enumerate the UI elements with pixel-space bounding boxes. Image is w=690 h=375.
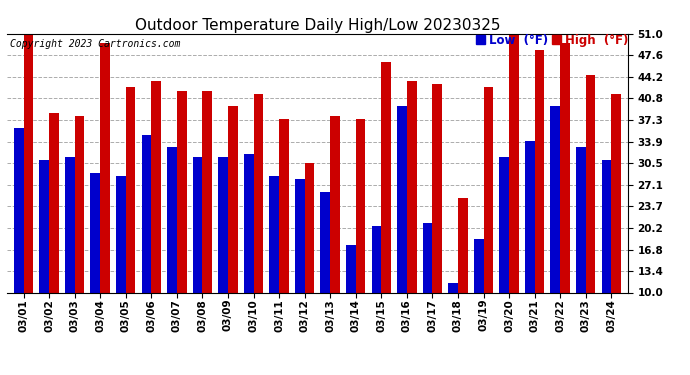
Bar	[116, 176, 126, 292]
Bar	[23, 34, 33, 292]
Bar	[167, 147, 177, 292]
Bar	[151, 81, 161, 292]
Bar	[14, 128, 23, 292]
Bar	[228, 106, 237, 292]
Bar	[177, 90, 186, 292]
Bar	[586, 75, 595, 292]
Bar	[202, 90, 212, 292]
Bar	[193, 157, 202, 292]
Bar	[448, 283, 458, 292]
Bar	[611, 94, 621, 292]
Bar	[458, 198, 468, 292]
Bar	[320, 192, 331, 292]
Bar	[279, 119, 289, 292]
Bar	[484, 87, 493, 292]
Bar	[295, 179, 304, 292]
Bar	[560, 43, 570, 292]
Bar	[433, 84, 442, 292]
Bar	[397, 106, 407, 292]
Bar	[535, 50, 544, 292]
Title: Outdoor Temperature Daily High/Low 20230325: Outdoor Temperature Daily High/Low 20230…	[135, 18, 500, 33]
Bar	[141, 135, 151, 292]
Bar	[500, 157, 509, 292]
Bar	[474, 239, 484, 292]
Bar	[509, 31, 519, 292]
Bar	[407, 81, 417, 292]
Bar	[49, 112, 59, 292]
Bar	[551, 106, 560, 292]
Bar	[346, 245, 356, 292]
Bar	[39, 160, 49, 292]
Text: Copyright 2023 Cartronics.com: Copyright 2023 Cartronics.com	[10, 39, 180, 49]
Bar	[100, 43, 110, 292]
Bar	[218, 157, 228, 292]
Bar	[269, 176, 279, 292]
Bar	[244, 154, 253, 292]
Bar	[576, 147, 586, 292]
Bar	[90, 172, 100, 292]
Bar	[126, 87, 135, 292]
Bar	[304, 163, 315, 292]
Bar	[75, 116, 84, 292]
Bar	[382, 62, 391, 292]
Bar	[253, 94, 263, 292]
Bar	[356, 119, 366, 292]
Bar	[372, 226, 382, 292]
Bar	[602, 160, 611, 292]
Bar	[525, 141, 535, 292]
Bar	[423, 223, 433, 292]
Bar	[65, 157, 75, 292]
Bar	[331, 116, 340, 292]
Legend: Low  (°F), High  (°F): Low (°F), High (°F)	[476, 34, 628, 47]
